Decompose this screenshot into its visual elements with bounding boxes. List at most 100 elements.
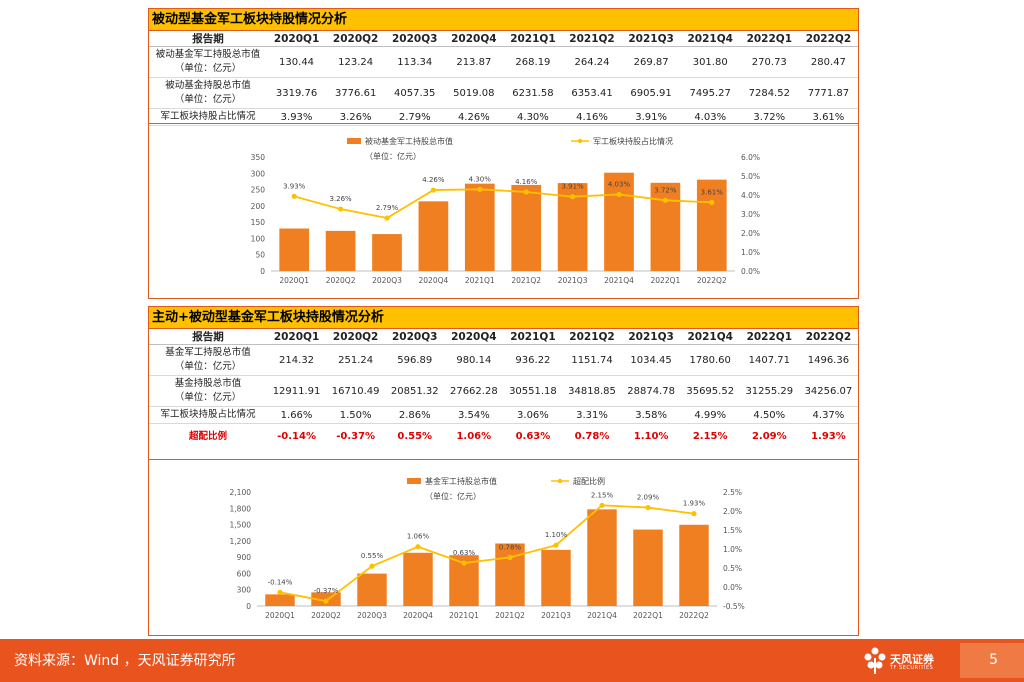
- table-cell: -0.14%: [277, 431, 316, 443]
- data-label: -0.14%: [268, 578, 293, 586]
- table-cell: 936.22: [503, 344, 563, 376]
- table-cell: 6353.41: [562, 77, 622, 109]
- passive-fund-table: 报告期 2020Q1 2020Q2 2020Q3 2020Q4 2021Q1 2021Q2 2…: [149, 31, 858, 126]
- left-axis-tick: 1,800: [230, 504, 252, 513]
- table-cell: 1.93%: [811, 431, 846, 443]
- data-label: 1.93%: [683, 500, 706, 508]
- x-axis-tick: 2020Q1: [279, 276, 309, 285]
- table-row: 基金军工持股总市值 （单位：亿元） 214.32 251.24 596.89 980.14…: [149, 344, 858, 376]
- bar: [650, 182, 681, 271]
- table-row: 基金持股总市值 （单位：亿元） 12911.91 16710.49 20851.32 27…: [149, 375, 858, 407]
- right-axis-tick: 4.0%: [741, 191, 760, 200]
- table-cell: 0.55%: [397, 431, 433, 443]
- data-label: 1.10%: [545, 531, 568, 539]
- table-cell: 1780.60: [680, 344, 740, 376]
- data-label: 2.09%: [637, 494, 660, 502]
- right-axis-tick: 0.5%: [723, 564, 742, 573]
- left-axis-tick: 300: [237, 586, 252, 595]
- data-label: 4.26%: [422, 176, 445, 184]
- right-axis-tick: 0.0%: [723, 583, 742, 592]
- table-cell: 27662.28: [444, 375, 504, 407]
- source-note: 资料来源：Wind ，天风证券研究所: [14, 653, 236, 669]
- ratio-point: [553, 542, 559, 548]
- flower-logo-icon: [864, 647, 886, 674]
- x-axis-tick: 2021Q3: [541, 611, 571, 620]
- header-label-cell: 报告期: [149, 31, 267, 47]
- bar: [696, 179, 727, 271]
- table-cell: 31255.29: [739, 375, 799, 407]
- all-fund-chart: 基金军工持股总市值 （单位：亿元） 超配比例 0 300 600 900 1,200 1,500…: [149, 459, 858, 636]
- table-row: 军工板块持股占比情况 3.93% 3.26% 2.79% 4.26% 4.30% 4.16%…: [149, 108, 858, 126]
- ratio-point: [523, 189, 529, 195]
- row-label: 超配比例: [188, 430, 227, 442]
- left-axis-tick: 250: [251, 186, 266, 195]
- chart-svg: 被动基金军工持股总市值 （单位：亿元） 军工板块持股占比情况 0 50 100 150 200…: [251, 136, 760, 285]
- x-axis-tick: 2020Q4: [403, 611, 433, 620]
- period-header-cell: 2022Q1: [739, 31, 799, 47]
- data-label: 4.30%: [469, 175, 492, 183]
- table-cell: 20851.32: [385, 375, 445, 407]
- table-cell: 3.91%: [621, 108, 681, 126]
- period-header-cell: 2021Q2: [562, 31, 622, 47]
- x-axis-tick: 2020Q2: [311, 611, 341, 620]
- data-label: 3.93%: [283, 182, 306, 190]
- legend-bar-swatch: [347, 138, 361, 144]
- x-axis-tick: 2020Q3: [357, 611, 387, 620]
- bar: [495, 543, 525, 606]
- ratio-point: [570, 194, 576, 200]
- legend-bar-swatch: [407, 478, 421, 484]
- table-row: 被动基金持股总市值 （单位：亿元） 3319.76 3776.61 4057.35 501…: [149, 77, 858, 109]
- left-axis-tick: 1,500: [230, 521, 252, 530]
- table-cell: 3.06%: [503, 406, 563, 424]
- table-row: 被动基金军工持股总市值 （单位：亿元） 130.44 123.24 113.34 213.…: [149, 46, 858, 78]
- table-cell: 251.24: [326, 344, 386, 376]
- row-label: 被动基金持股总市值 （单位：亿元）: [149, 77, 267, 109]
- period-header-cell: 2020Q4: [444, 329, 504, 345]
- data-label: 2.15%: [591, 491, 614, 499]
- period-header-cell: 2020Q2: [326, 329, 386, 345]
- bar: [511, 184, 542, 271]
- left-axis-tick: 2,100: [230, 488, 252, 497]
- x-axis-tick: 2020Q1: [265, 611, 295, 620]
- left-axis-tick: 150: [251, 218, 266, 227]
- bar: [633, 529, 663, 606]
- table-cell: 301.80: [680, 46, 740, 78]
- table-cell: 264.24: [562, 46, 622, 78]
- table-cell: 35695.52: [680, 375, 740, 407]
- x-axis-tick: 2020Q4: [419, 276, 449, 285]
- right-axis-tick: 2.5%: [723, 488, 742, 497]
- table-cell: 1407.71: [739, 344, 799, 376]
- table-cell: 3.58%: [621, 406, 681, 424]
- brand-logo: 天风证券 TF SECURITIES: [862, 645, 952, 677]
- data-label: 0.55%: [361, 552, 384, 560]
- table-cell: 12911.91: [267, 375, 327, 407]
- ratio-point: [461, 560, 467, 566]
- x-axis-tick: 2022Q2: [679, 611, 709, 620]
- section-title: 被动型基金军工板块持股情况分析: [149, 9, 858, 31]
- header-label-cell: 报告期: [149, 329, 267, 345]
- data-label: 0.63%: [453, 549, 476, 557]
- right-axis-tick: 1.0%: [741, 248, 760, 257]
- logo-subtext: TF SECURITIES: [890, 665, 934, 671]
- logo-text: 天风证券: [890, 653, 934, 666]
- table-cell: 2.79%: [385, 108, 445, 126]
- ratio-line: [293, 188, 712, 219]
- table-cell: 980.14: [444, 344, 504, 376]
- x-axis-tick: 2021Q2: [495, 611, 525, 620]
- data-label: 4.03%: [608, 180, 631, 188]
- table-cell: 1.10%: [633, 431, 669, 443]
- table-cell: 4.26%: [444, 108, 504, 126]
- x-axis-tick: 2022Q1: [651, 276, 681, 285]
- ratio-line: [279, 504, 695, 603]
- left-axis-tick: 900: [237, 553, 252, 562]
- data-label: 3.91%: [561, 183, 584, 191]
- table-cell: 34818.85: [562, 375, 622, 407]
- table-cell: 4.37%: [798, 406, 858, 424]
- table-cell: 2.09%: [751, 431, 787, 443]
- period-header-cell: 2021Q1: [503, 329, 563, 345]
- table-cell: 4.30%: [503, 108, 563, 126]
- table-header-row: 报告期 2020Q1 2020Q2 2020Q3 2020Q4 2021Q1 2021Q2 2…: [149, 31, 858, 47]
- period-header-cell: 2022Q1: [739, 329, 799, 345]
- bar: [279, 228, 310, 271]
- data-label: 3.61%: [701, 188, 724, 196]
